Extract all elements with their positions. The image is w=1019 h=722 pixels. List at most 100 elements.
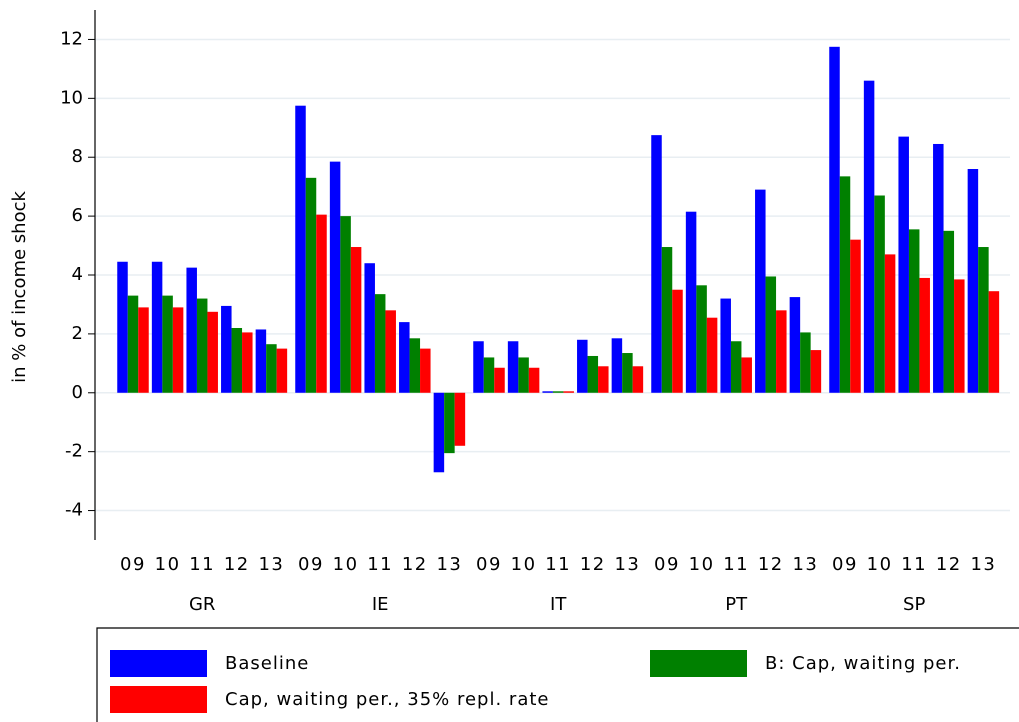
bar bbox=[316, 214, 327, 393]
x-tick-label: 11 bbox=[723, 554, 749, 575]
bar bbox=[587, 355, 599, 393]
bar bbox=[672, 289, 683, 393]
bar bbox=[127, 295, 139, 393]
bar bbox=[755, 189, 766, 393]
legend-box bbox=[96, 627, 1019, 722]
bar bbox=[207, 311, 218, 393]
bar bbox=[967, 169, 979, 393]
bar bbox=[874, 195, 885, 393]
bar bbox=[810, 350, 822, 393]
bar bbox=[528, 367, 540, 393]
x-tick-label: 09 bbox=[298, 554, 324, 575]
x-tick-label: 09 bbox=[654, 554, 680, 575]
x-tick-label: 13 bbox=[792, 554, 818, 575]
x-tick-label: 13 bbox=[614, 554, 640, 575]
bar bbox=[329, 161, 341, 393]
group-label: SP bbox=[903, 594, 925, 615]
x-tick-label: 11 bbox=[545, 554, 571, 575]
legend-swatch bbox=[650, 650, 747, 677]
bar bbox=[242, 332, 253, 393]
bar bbox=[255, 329, 267, 393]
bar bbox=[765, 276, 777, 393]
bar bbox=[433, 392, 445, 473]
x-tick-label: 12 bbox=[224, 554, 250, 575]
bar bbox=[473, 341, 484, 393]
bar bbox=[863, 80, 875, 393]
bar bbox=[720, 298, 731, 393]
x-tick-label: 12 bbox=[402, 554, 428, 575]
bar bbox=[696, 285, 707, 393]
x-tick-label: 12 bbox=[580, 554, 606, 575]
bar bbox=[563, 391, 574, 393]
x-tick-label: 13 bbox=[436, 554, 462, 575]
bar bbox=[454, 392, 466, 446]
bar bbox=[276, 348, 288, 393]
bar bbox=[196, 298, 208, 393]
x-tick-label: 13 bbox=[970, 554, 996, 575]
bar bbox=[800, 332, 811, 393]
bar bbox=[919, 277, 930, 393]
bar bbox=[494, 367, 505, 393]
legend-swatch bbox=[110, 650, 207, 677]
legend-label: Baseline bbox=[225, 653, 309, 674]
bar bbox=[518, 357, 529, 393]
bar bbox=[741, 357, 752, 393]
bar bbox=[789, 297, 801, 393]
bar bbox=[444, 392, 455, 454]
bar bbox=[221, 305, 232, 393]
x-tick-label: 11 bbox=[367, 554, 393, 575]
bar bbox=[340, 216, 351, 393]
x-tick-label: 12 bbox=[758, 554, 784, 575]
y-axis-label: in % of income shock bbox=[9, 191, 30, 383]
bar bbox=[776, 310, 787, 393]
bar bbox=[385, 310, 396, 393]
bar bbox=[399, 322, 410, 393]
bar bbox=[954, 279, 965, 393]
y-tick-label: 0 bbox=[72, 382, 83, 403]
bar bbox=[552, 391, 564, 393]
bar bbox=[933, 143, 944, 393]
bar bbox=[988, 291, 1000, 393]
x-tick-label: 13 bbox=[258, 554, 284, 575]
bar bbox=[507, 341, 519, 393]
bar bbox=[172, 307, 184, 393]
y-tick-label: 2 bbox=[72, 323, 83, 344]
x-tick-label: 11 bbox=[901, 554, 927, 575]
bar bbox=[186, 267, 197, 393]
bar bbox=[598, 366, 609, 393]
y-tick-label: 12 bbox=[60, 28, 83, 49]
bar bbox=[374, 294, 386, 393]
bar bbox=[305, 177, 317, 393]
bar bbox=[138, 307, 149, 393]
y-tick-label: 4 bbox=[72, 264, 83, 285]
x-tick-label: 10 bbox=[511, 554, 537, 575]
x-tick-label: 10 bbox=[333, 554, 359, 575]
legend-label: B: Cap, waiting per. bbox=[765, 653, 961, 674]
bar bbox=[622, 353, 633, 393]
x-tick-label: 11 bbox=[189, 554, 215, 575]
x-tick-label: 09 bbox=[832, 554, 858, 575]
bar bbox=[730, 341, 742, 393]
bar bbox=[898, 136, 909, 393]
bar bbox=[542, 391, 553, 393]
y-tick-label: 8 bbox=[72, 146, 83, 167]
bar bbox=[706, 317, 718, 393]
y-tick-label: -2 bbox=[65, 441, 83, 462]
bar bbox=[839, 176, 851, 393]
bar bbox=[943, 230, 955, 393]
x-tick-label: 09 bbox=[476, 554, 502, 575]
bar bbox=[829, 46, 840, 393]
bar bbox=[409, 338, 421, 393]
bar bbox=[577, 339, 588, 393]
legend-label: Cap, waiting per., 35% repl. rate bbox=[225, 689, 550, 710]
bar bbox=[295, 105, 306, 393]
bar bbox=[632, 366, 644, 393]
bar bbox=[162, 295, 173, 393]
group-label: GR bbox=[189, 594, 215, 615]
x-tick-label: 10 bbox=[155, 554, 181, 575]
bar bbox=[651, 135, 662, 393]
bar bbox=[350, 247, 362, 393]
bar bbox=[978, 247, 989, 393]
